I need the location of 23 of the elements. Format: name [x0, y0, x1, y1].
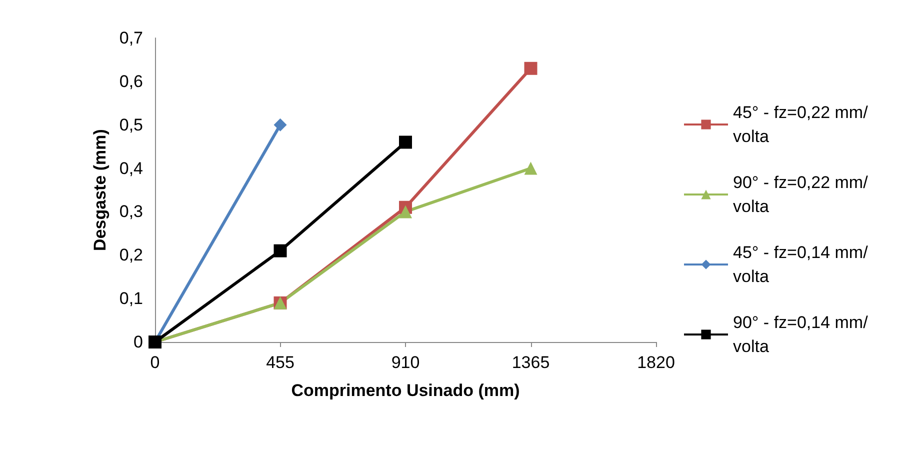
- y-tick-label: 0,6: [119, 72, 143, 91]
- point: [524, 62, 538, 75]
- y-tick-label: 0,2: [119, 246, 143, 265]
- x-tick-label: 1365: [512, 353, 550, 372]
- legend-label: 45° - fz=0,22 mm/volta: [733, 103, 868, 146]
- x-tick-label: 910: [391, 353, 420, 372]
- legend-label: 45° - fz=0,14 mm/volta: [733, 243, 868, 286]
- y-axis-title: Desgaste (mm): [90, 129, 110, 251]
- legend-label: 90° - fz=0,22 mm/volta: [733, 173, 868, 216]
- x-axis-title: Comprimento Usinado (mm): [291, 381, 520, 400]
- x-tick-label: 0: [150, 353, 160, 372]
- point: [274, 118, 287, 132]
- y-tick-label: 0,4: [119, 158, 143, 178]
- y-tick-label: 0,7: [119, 28, 143, 48]
- y-tick-label: 0: [134, 332, 143, 352]
- legend-label: 90° - fz=0,14 mm/volta: [733, 313, 868, 356]
- y-tick-label: 0,1: [119, 289, 143, 308]
- x-tick-label: 1820: [637, 353, 675, 372]
- x-tick-label: 455: [266, 353, 294, 372]
- y-tick-label: 0,3: [119, 202, 143, 222]
- y-tick-label: 0,5: [119, 115, 143, 134]
- point: [399, 136, 412, 149]
- point: [274, 244, 287, 258]
